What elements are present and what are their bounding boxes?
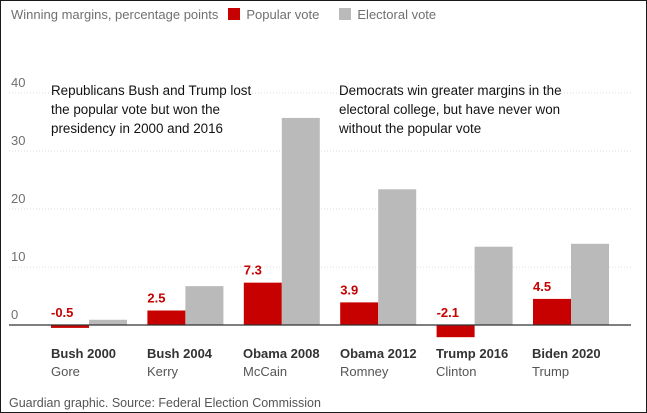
annotation-line: Republicans Bush and Trump lost [51, 83, 252, 98]
category-opponent: Clinton [436, 364, 477, 379]
popular-vote-label: 4.5 [533, 279, 551, 294]
bar-electoral [474, 246, 513, 325]
y-tick-label: 0 [11, 307, 18, 322]
annotation-line: without the popular vote [339, 121, 482, 136]
category-label-obama-2012: Obama 2012 Romney [340, 345, 417, 381]
bar-popular [147, 310, 186, 325]
category-label-obama-2008: Obama 2008 McCain [243, 345, 320, 381]
annotation-line: presidency in 2000 and 2016 [51, 121, 223, 136]
category-opponent: Trump [532, 364, 570, 379]
bar-electoral [89, 319, 127, 325]
y-tick-label: 10 [11, 249, 25, 264]
bar-electoral [571, 243, 609, 325]
y-tick-label: 20 [11, 191, 25, 206]
popular-vote-label: -2.1 [437, 305, 459, 320]
bar-electoral [185, 286, 224, 325]
category-year: Trump 2016 [436, 346, 509, 361]
category-year: Biden 2020 [532, 346, 601, 361]
category-year: Bush 2000 [51, 346, 117, 361]
legend-item-popular: Popular vote [228, 7, 319, 22]
bars [9, 117, 631, 338]
annotation-democrats: Democrats win greater margins in the ele… [339, 81, 562, 138]
category-year: Bush 2004 [147, 346, 213, 361]
legend-label-popular: Popular vote [246, 6, 320, 22]
bar-electoral [281, 117, 320, 325]
legend: Winning margins, percentage points Popul… [11, 5, 436, 23]
category-label-biden-2020: Biden 2020 Trump [532, 345, 601, 381]
legend-title: Winning margins, percentage points [11, 6, 219, 22]
popular-vote-label: 3.9 [340, 282, 358, 297]
bar-popular [533, 298, 571, 325]
popular-vote-label: -0.5 [51, 305, 73, 320]
y-tick-label: 30 [11, 133, 25, 148]
category-label-trump-2016: Trump 2016 Clinton [436, 345, 508, 381]
category-year: Obama 2008 [243, 346, 320, 361]
category-opponent: McCain [243, 364, 288, 379]
annotation-line: Democrats win greater margins in the [339, 83, 562, 98]
annotation-line: electoral college, but have never won [339, 102, 561, 117]
annotation-line: the popular vote but won the [51, 102, 220, 117]
category-opponent: Romney [340, 364, 389, 379]
source-note: Guardian graphic. Source: Federal Electi… [9, 396, 321, 410]
bar-popular [243, 282, 282, 325]
category-year: Obama 2012 [340, 346, 417, 361]
popular-vote-label: 7.3 [244, 263, 262, 278]
legend-swatch-popular [228, 8, 241, 20]
bar-popular [51, 325, 89, 328]
legend-item-electoral: Electoral vote [339, 7, 436, 22]
category-opponent: Kerry [147, 364, 179, 379]
bar-electoral [378, 189, 417, 325]
bar-popular [436, 325, 475, 338]
category-opponent: Gore [51, 364, 80, 379]
data-labels: -0.5 2.5 7.3 3.9 -2.1 4.5 [51, 263, 551, 320]
y-tick-label: 40 [11, 75, 25, 90]
category-label-bush-2004: Bush 2004 Kerry [147, 345, 212, 381]
category-label-bush-2000: Bush 2000 Gore [51, 345, 116, 381]
legend-swatch-electoral [339, 8, 352, 20]
popular-vote-label: 2.5 [147, 291, 165, 306]
bar-popular [340, 302, 379, 325]
annotation-republicans: Republicans Bush and Trump lost the popu… [51, 81, 251, 138]
legend-label-electoral: Electoral vote [357, 6, 437, 22]
gridlines: 0 10 20 30 40 [9, 75, 631, 322]
